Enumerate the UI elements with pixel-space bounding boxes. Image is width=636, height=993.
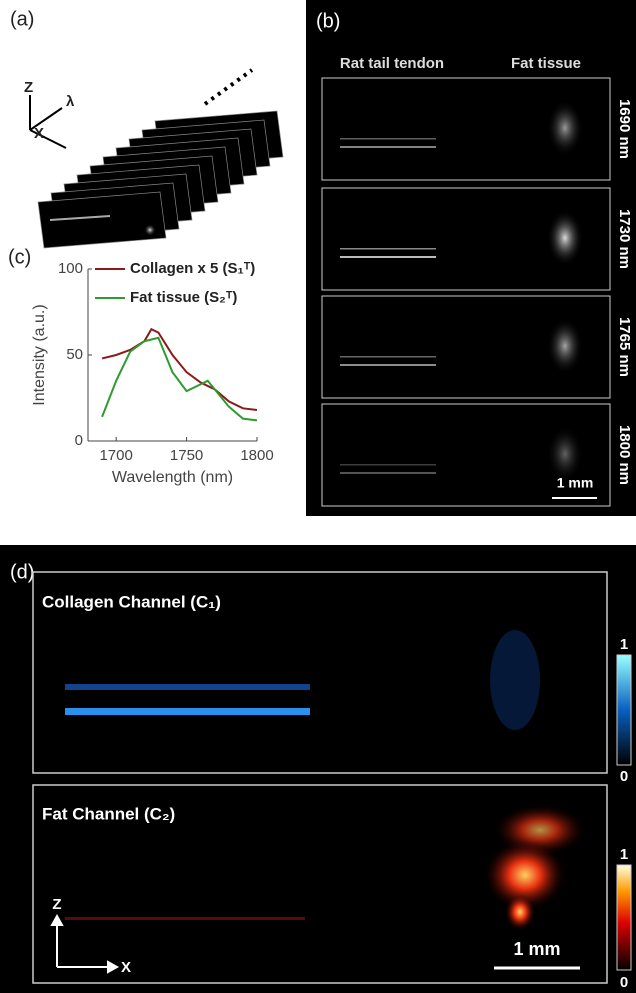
channel-title: Collagen Channel (C₁) <box>42 592 221 611</box>
fiber <box>340 464 436 466</box>
colorbar-label: 1 <box>620 636 628 653</box>
axis-label: λ <box>66 93 75 110</box>
fiber <box>340 472 436 474</box>
panel-label: (c) <box>8 246 31 268</box>
x-tick-label: 1700 <box>99 447 132 464</box>
column-label: Rat tail tendon <box>340 55 444 72</box>
axes-icon <box>50 913 120 974</box>
fat-signal <box>485 840 565 910</box>
fiber <box>340 146 436 148</box>
wavelength-label: 1765 nm <box>616 317 633 377</box>
fiber <box>340 356 436 358</box>
fat-signal <box>547 210 583 266</box>
fat-signal <box>490 630 540 730</box>
slice <box>37 191 167 249</box>
colorbar-label: 0 <box>620 768 628 785</box>
colorbar <box>616 864 632 971</box>
fat-signal <box>547 426 583 482</box>
fat-signal <box>547 100 583 156</box>
y-axis-label: Intensity (a.u.) <box>31 304 48 405</box>
fiber <box>340 256 436 258</box>
fiber <box>340 248 436 250</box>
panel-label: (b) <box>316 10 340 32</box>
x-axis-label: Wavelength (nm) <box>112 469 233 486</box>
line <box>101 327 258 412</box>
chart: 0 50 100 1700 1750 1800 Wavelength (nm) Intensi… <box>31 260 273 486</box>
line <box>101 336 258 422</box>
panel-label: (a) <box>10 8 34 30</box>
fat-signal <box>547 318 583 374</box>
fiber <box>340 364 436 366</box>
axes-icon <box>29 95 67 149</box>
y-tick-label: 100 <box>58 260 83 277</box>
image-frame <box>32 571 608 774</box>
legend-label: Collagen x 5 (S₁ᵀ) <box>130 260 255 277</box>
colorbar <box>616 654 632 766</box>
axis-label: X <box>34 125 44 142</box>
fiber <box>65 684 310 690</box>
wavelength-label: 1690 nm <box>616 99 633 159</box>
x-tick-label: 1800 <box>240 447 273 464</box>
scale-label: 1 mm <box>513 939 560 959</box>
fat-signal <box>505 894 535 930</box>
axis-label: Z <box>52 896 61 913</box>
legend-label: Fat tissue (S₂ᵀ) <box>130 289 237 306</box>
fat-signal <box>144 224 156 236</box>
fiber <box>65 708 310 715</box>
y-tick-label: 0 <box>75 432 83 449</box>
dots <box>203 68 254 106</box>
fiber <box>49 215 111 221</box>
axis-label: Z <box>24 79 33 96</box>
colorbar-label: 0 <box>620 974 628 991</box>
channel-title: Fat Channel (C₂) <box>42 804 175 823</box>
y-tick-label: 50 <box>66 346 83 363</box>
panel-label: (d) <box>10 561 34 583</box>
wavelength-label: 1730 nm <box>616 209 633 269</box>
fiber <box>65 917 305 920</box>
fiber <box>340 138 436 140</box>
colorbar-label: 1 <box>620 846 628 863</box>
image-stack <box>37 110 284 249</box>
x-tick-label: 1750 <box>170 447 203 464</box>
scale-label: 1 mm <box>557 475 594 491</box>
wavelength-label: 1800 nm <box>616 425 633 485</box>
column-label: Fat tissue <box>511 55 581 72</box>
axis-label: X <box>121 959 131 976</box>
